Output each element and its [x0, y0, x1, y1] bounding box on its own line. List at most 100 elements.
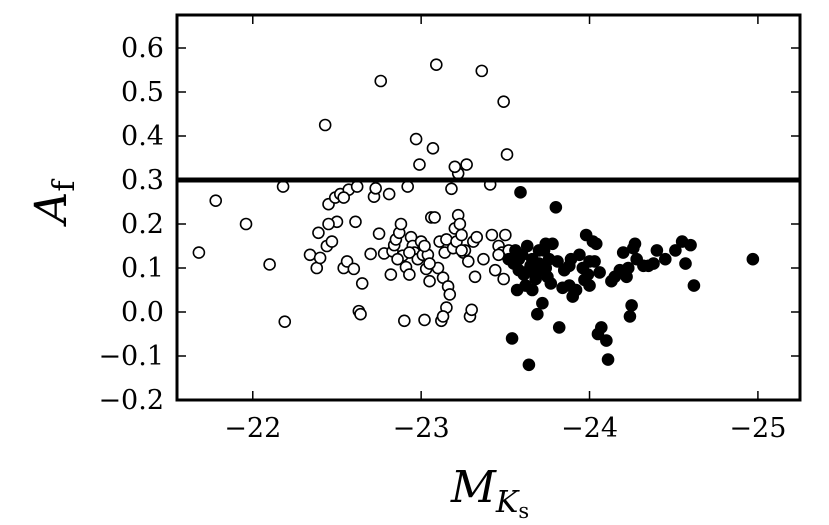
open-point-74 — [455, 228, 468, 242]
filled-point-64 — [669, 244, 682, 257]
filled-point-26 — [551, 255, 564, 268]
open-point-84 — [475, 64, 489, 78]
filled-point-57 — [628, 237, 642, 251]
filled-point-51 — [616, 246, 630, 259]
open-point-68 — [445, 182, 458, 196]
open-point-22 — [350, 180, 364, 193]
y-tick-label-3: 0.1 — [121, 253, 164, 284]
y-tick-label-2: 0.0 — [121, 297, 164, 328]
filled-point-61 — [647, 257, 660, 270]
open-point-25 — [355, 277, 369, 290]
open-point-77 — [460, 158, 473, 171]
open-point-103 — [436, 310, 450, 323]
open-point-91 — [497, 95, 510, 108]
x-axis-label-main: M — [450, 462, 497, 513]
open-point-2 — [239, 217, 253, 231]
filled-point-34 — [573, 248, 586, 262]
open-point-42 — [401, 180, 414, 193]
open-point-105 — [337, 191, 350, 204]
filled-point-63 — [658, 252, 672, 266]
open-point-73 — [453, 217, 467, 231]
open-point-98 — [455, 244, 468, 257]
open-point-30 — [374, 74, 388, 88]
y-tick-label-0: −0.2 — [98, 385, 164, 416]
filled-point-25 — [549, 200, 563, 214]
filled-point-0 — [505, 332, 519, 345]
filled-point-45 — [595, 321, 608, 334]
open-point-83 — [470, 230, 484, 244]
open-point-92 — [499, 228, 512, 242]
filled-point-54 — [623, 310, 637, 323]
open-point-78 — [461, 255, 475, 268]
y-tick-label-1: −0.1 — [98, 341, 164, 372]
filled-point-5 — [514, 186, 527, 199]
filled-point-69 — [746, 252, 760, 266]
filled-point-75 — [502, 252, 516, 266]
x-axis-label: MKs — [450, 462, 529, 523]
open-point-21 — [349, 215, 362, 229]
filled-point-44 — [593, 266, 606, 279]
open-point-29 — [372, 227, 386, 240]
filled-point-10 — [522, 358, 536, 372]
open-point-88 — [488, 263, 502, 277]
filled-point-24 — [546, 237, 559, 251]
open-point-101 — [497, 272, 510, 286]
open-point-5 — [276, 180, 290, 193]
filled-point-38 — [581, 268, 595, 281]
open-point-33 — [384, 268, 398, 281]
open-point-43 — [403, 268, 416, 281]
open-point-67 — [443, 288, 457, 301]
filled-point-42 — [589, 237, 603, 251]
filled-point-76 — [563, 279, 576, 292]
open-point-97 — [448, 160, 462, 174]
open-point-4 — [278, 315, 292, 328]
filled-point-71 — [519, 266, 532, 279]
filled-point-66 — [679, 257, 692, 270]
open-point-26 — [364, 247, 377, 261]
open-point-9 — [313, 251, 327, 265]
open-point-107 — [423, 257, 436, 270]
filled-point-68 — [687, 279, 701, 292]
x-axis-label-sub: K — [495, 485, 520, 520]
data-points — [192, 58, 760, 372]
y-tick-label-4: 0.2 — [121, 209, 164, 240]
y-tick-label-5: 0.3 — [121, 165, 164, 196]
open-point-38 — [394, 217, 408, 231]
axis-ticks — [177, 15, 800, 401]
open-point-0 — [192, 246, 206, 259]
filled-point-77 — [583, 255, 596, 268]
open-point-13 — [325, 235, 339, 248]
x-tick-label-1: −23 — [393, 413, 450, 444]
open-point-82 — [468, 270, 482, 284]
plot-frame — [175, 13, 802, 402]
x-tick-label-3: −25 — [729, 413, 786, 444]
open-point-104 — [322, 217, 335, 231]
axis-tick-labels: −22 −23 −24 −25 −0.2 −0.1 0.0 0.1 0.2 0.3 0.4 0.5 0.… — [98, 33, 786, 444]
open-point-80 — [465, 303, 478, 317]
open-point-3 — [263, 258, 276, 271]
y-axis-label-main: A — [26, 192, 77, 228]
open-point-8 — [312, 226, 325, 240]
filled-point-55 — [625, 299, 638, 312]
x-tick-label-0: −22 — [224, 413, 281, 444]
open-point-24 — [354, 307, 367, 321]
filled-point-67 — [684, 238, 697, 252]
y-tick-label-8: 0.6 — [121, 33, 164, 64]
y-axis-label-sub: f — [47, 179, 82, 192]
filled-point-27 — [552, 321, 566, 334]
open-point-47 — [409, 132, 423, 146]
filled-point-74 — [539, 261, 553, 275]
open-point-99 — [418, 239, 431, 253]
filled-point-62 — [650, 244, 664, 257]
x-axis-label-subsub: s — [518, 499, 529, 523]
open-point-58 — [428, 211, 441, 224]
filled-point-73 — [532, 244, 546, 257]
open-point-95 — [492, 248, 505, 262]
filled-point-15 — [531, 307, 544, 321]
open-point-59 — [430, 58, 443, 72]
filled-point-53 — [621, 261, 635, 275]
open-point-40 — [398, 314, 411, 328]
y-axis-label: Af — [26, 179, 82, 228]
open-point-10 — [318, 118, 332, 132]
filled-point-72 — [525, 283, 539, 297]
